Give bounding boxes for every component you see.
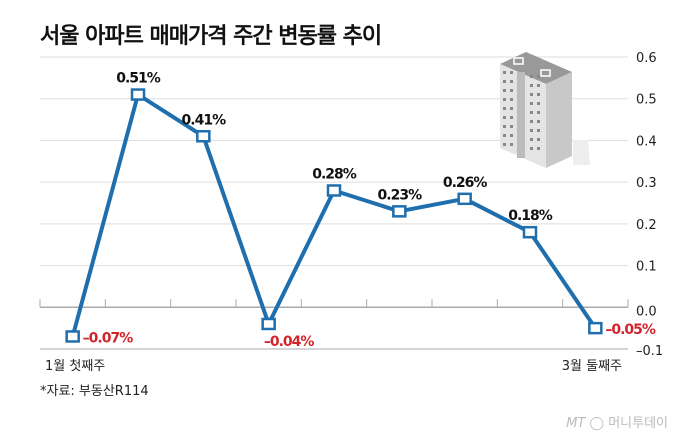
y-tick-label: 0.0	[636, 304, 657, 319]
data-label: –0.05%	[605, 322, 656, 338]
y-tick-label: 0.5	[636, 93, 657, 108]
chart-title: 서울 아파트 매매가격 주간 변동률 추이	[40, 24, 382, 49]
y-tick-label: 0.2	[636, 218, 657, 233]
data-point-marker	[65, 330, 80, 343]
y-tick-label: 0.3	[636, 176, 657, 191]
apartment-building-illustration	[500, 52, 590, 168]
data-label: –0.07%	[83, 330, 134, 346]
source-note: *자료: 부동산R114	[40, 384, 149, 399]
data-point-marker	[522, 225, 538, 239]
data-point-marker	[196, 130, 211, 143]
data-label: 0.26%	[443, 175, 488, 191]
y-tick-label: 0.6	[636, 51, 657, 66]
x-tick-label: 1월 첫째주	[45, 359, 105, 374]
data-point-marker	[130, 88, 146, 101]
data-label: 0.51%	[116, 71, 161, 87]
y-tick-label: –0.1	[636, 344, 663, 359]
y-tick-label: 0.4	[636, 134, 657, 149]
data-label: 0.28%	[312, 166, 357, 182]
data-point-marker	[392, 205, 407, 218]
data-label: 0.18%	[508, 208, 553, 224]
data-point-marker	[457, 192, 472, 206]
data-label: 0.23%	[378, 187, 423, 203]
publisher-logo: MT ◯ 머니투데이	[566, 416, 668, 431]
x-tick-label: 3월 둘째주	[562, 359, 622, 374]
y-tick-label: 0.1	[636, 260, 657, 275]
data-point-marker	[588, 321, 603, 335]
data-label: –0.04%	[264, 334, 315, 350]
data-point-marker	[326, 184, 342, 197]
data-point-marker	[261, 317, 276, 331]
data-label: 0.41%	[182, 112, 227, 128]
